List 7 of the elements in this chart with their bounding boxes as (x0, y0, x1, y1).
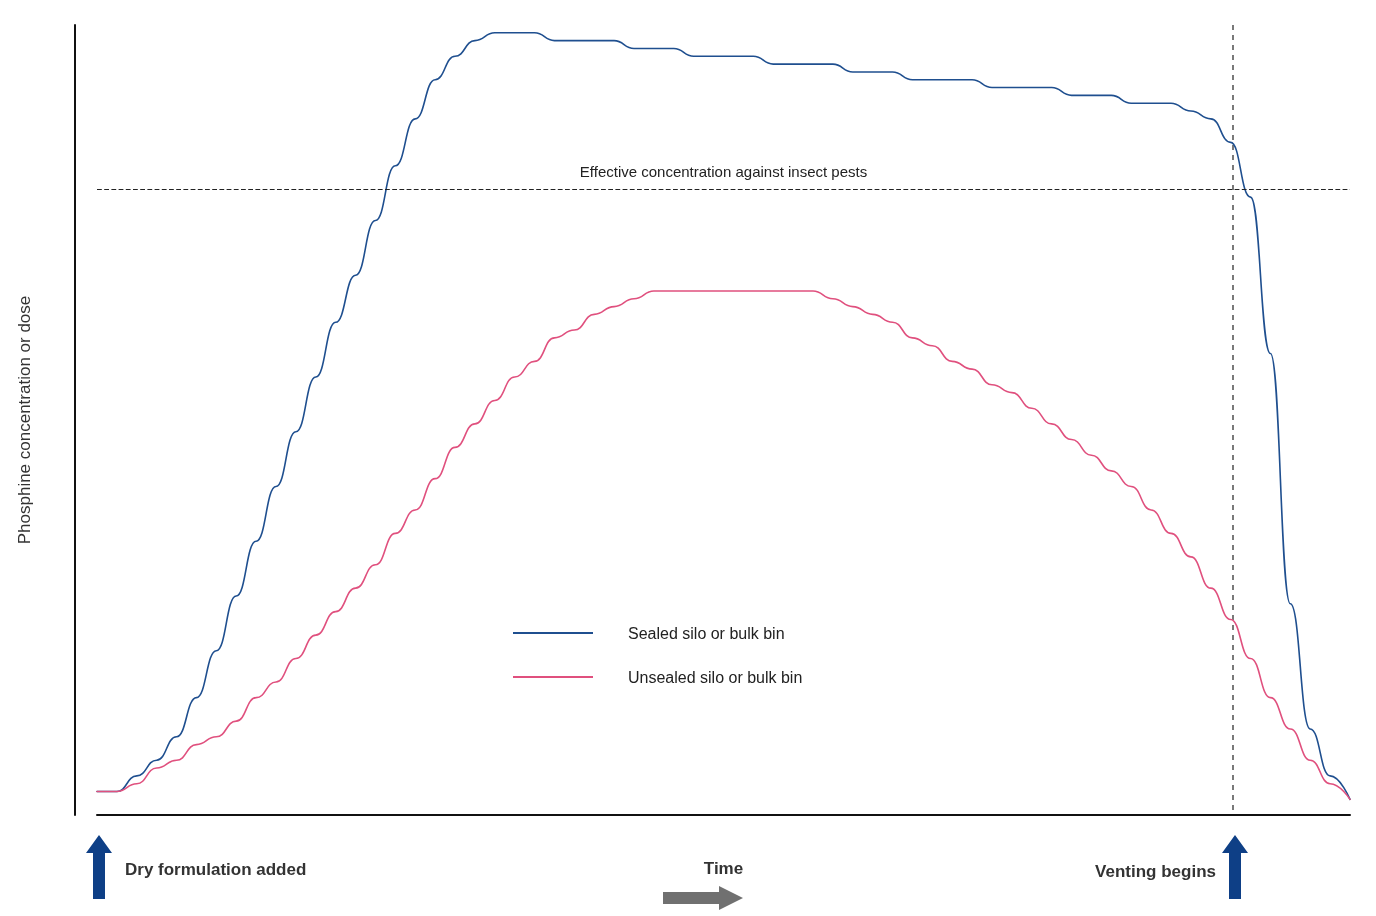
text: Dry formulation added (125, 860, 307, 880)
ref-line-label: Effective concentration against insect pests (579, 163, 868, 181)
y-axis-title: Phosphine concentration or dose (15, 295, 34, 545)
legend-label: Unsealed silo or bulk bin (628, 668, 803, 686)
legend-label: Sealed silo or bulk bin (628, 624, 785, 642)
text: Venting begins (1095, 862, 1216, 882)
x-axis-title: Time (703, 859, 744, 878)
